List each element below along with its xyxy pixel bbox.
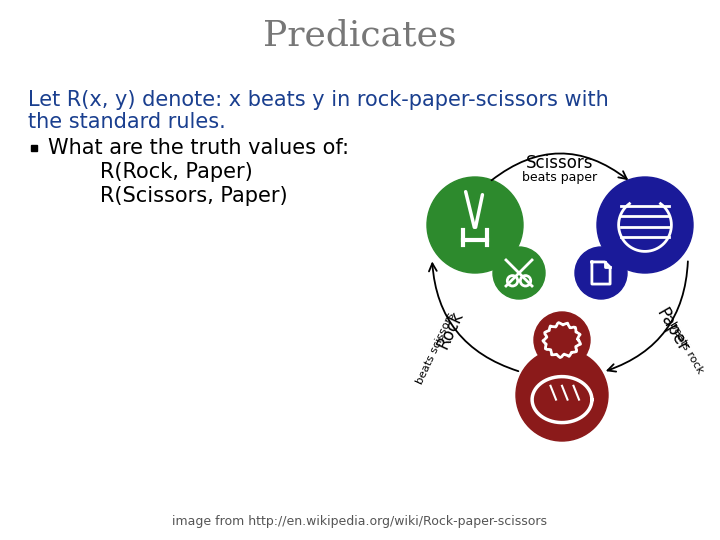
Circle shape: [597, 177, 693, 273]
FancyArrowPatch shape: [492, 153, 627, 180]
Circle shape: [493, 247, 545, 299]
Text: Predicates: Predicates: [264, 18, 456, 52]
FancyArrowPatch shape: [608, 261, 688, 372]
Text: R(Scissors, Paper): R(Scissors, Paper): [100, 186, 287, 206]
Text: R(Rock, Paper): R(Rock, Paper): [100, 162, 253, 182]
Circle shape: [575, 247, 627, 299]
Text: Scissors: Scissors: [526, 154, 594, 172]
Circle shape: [427, 177, 523, 273]
Circle shape: [534, 312, 590, 368]
Text: What are the truth values of:: What are the truth values of:: [48, 138, 349, 158]
Text: Rock: Rock: [433, 308, 467, 352]
Text: Paper: Paper: [652, 305, 692, 355]
Circle shape: [516, 349, 608, 441]
Text: the standard rules.: the standard rules.: [28, 112, 226, 132]
FancyArrowPatch shape: [429, 264, 518, 371]
Text: Let R(x, y) denote: x beats y in rock-paper-scissors with: Let R(x, y) denote: x beats y in rock-pa…: [28, 90, 608, 110]
Text: image from http://en.wikipedia.org/wiki/Rock-paper-scissors: image from http://en.wikipedia.org/wiki/…: [173, 516, 547, 529]
Text: beats paper: beats paper: [523, 172, 598, 185]
Text: beats scissors: beats scissors: [415, 310, 457, 386]
Text: beats rock: beats rock: [667, 320, 705, 376]
